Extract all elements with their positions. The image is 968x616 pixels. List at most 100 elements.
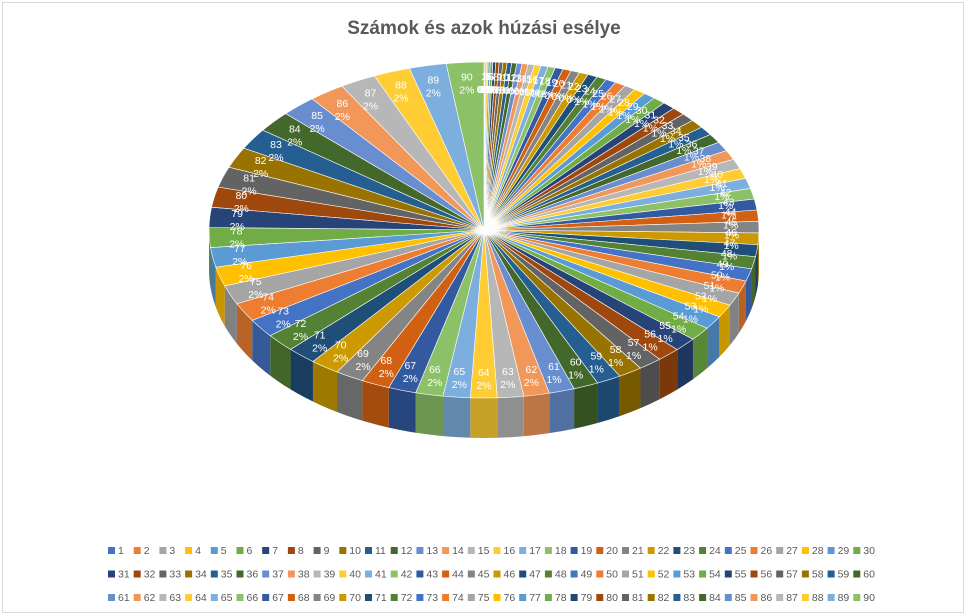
- legend-label: 64: [195, 592, 207, 604]
- legend-item-64: 64: [185, 592, 207, 604]
- legend-item-12: 12: [390, 545, 413, 557]
- legend-item-23: 23: [673, 545, 695, 557]
- data-label-percent: 1%: [668, 139, 683, 151]
- legend-item-77: 77: [519, 592, 541, 604]
- legend-label: 29: [838, 545, 850, 557]
- legend-item-26: 26: [750, 545, 772, 557]
- data-label-number: 25: [592, 88, 604, 100]
- legend-label: 4: [195, 545, 201, 557]
- pie-side-47: [755, 244, 758, 297]
- legend-swatch: [313, 547, 321, 554]
- data-label-percent: 0%: [566, 94, 581, 106]
- data-label-percent: 0%: [504, 85, 519, 97]
- legend-item-59: 59: [827, 569, 849, 581]
- legend-swatch: [544, 570, 552, 578]
- legend-item-65: 65: [210, 592, 233, 604]
- legend-item-80: 80: [596, 592, 618, 604]
- legend-swatch: [724, 547, 732, 554]
- data-label-percent: 1%: [718, 200, 733, 212]
- data-label-percent: 2%: [276, 318, 291, 330]
- legend-item-6: 6: [236, 545, 253, 557]
- data-label-percent: 0%: [544, 90, 559, 102]
- data-label-number: 46: [725, 227, 737, 239]
- legend-label: 31: [118, 569, 130, 581]
- legend-item-50: 50: [596, 569, 618, 581]
- legend-item-66: 66: [236, 592, 258, 604]
- legend-label: 3: [169, 545, 175, 557]
- data-label-percent: 0%: [481, 84, 496, 96]
- legend-swatch: [647, 547, 655, 554]
- data-label-percent: 1%: [709, 282, 724, 294]
- data-label-number: 83: [270, 139, 282, 151]
- data-label-percent: 2%: [234, 203, 249, 215]
- legend-swatch: [776, 594, 784, 601]
- legend-item-2: 2: [133, 545, 150, 557]
- data-label-percent: 1%: [582, 98, 597, 110]
- data-label-number: 56: [644, 329, 656, 341]
- legend-label: 70: [349, 592, 361, 604]
- data-label-percent: 0%: [495, 85, 510, 97]
- legend-label: 7: [272, 545, 278, 557]
- data-label-percent: 1%: [658, 333, 673, 345]
- legend-swatch: [750, 570, 758, 578]
- legend-item-52: 52: [647, 569, 670, 581]
- legend-label: 27: [786, 545, 798, 557]
- data-label-percent: 1%: [691, 159, 706, 171]
- legend-label: 32: [144, 569, 156, 581]
- legend-item-13: 13: [416, 545, 438, 557]
- pie-side-68: [362, 380, 389, 428]
- legend-label: 52: [658, 569, 670, 581]
- data-label-number: 55: [659, 320, 671, 332]
- legend-label: 40: [349, 569, 361, 581]
- data-label-percent: 1%: [574, 96, 589, 108]
- legend-item-79: 79: [570, 592, 592, 604]
- legend-swatch: [647, 570, 655, 578]
- data-label-percent: 1%: [676, 145, 691, 157]
- legend-swatch: [262, 547, 270, 554]
- data-label-percent: 2%: [355, 361, 370, 373]
- legend-swatch: [262, 570, 270, 578]
- legend-item-53: 53: [673, 569, 695, 581]
- data-label-number: 90: [461, 72, 473, 84]
- legend-swatch: [827, 570, 835, 578]
- legend-item-24: 24: [699, 545, 721, 557]
- pie-side-50: [738, 281, 746, 334]
- legend-swatch: [647, 594, 655, 601]
- legend-item-44: 44: [442, 569, 464, 581]
- legend-label: 65: [221, 592, 233, 604]
- legend-swatch: [622, 570, 629, 578]
- data-label-percent: 1%: [719, 261, 734, 273]
- legend-item-14: 14: [442, 545, 464, 557]
- legend-item-37: 37: [262, 569, 284, 581]
- legend-item-60: 60: [853, 569, 875, 581]
- legend-swatch: [853, 570, 861, 578]
- data-label-number: 43: [723, 197, 735, 209]
- legend-item-21: 21: [622, 545, 644, 557]
- data-label-percent: 0%: [508, 85, 523, 97]
- legend-label: 49: [581, 569, 593, 581]
- pie-side-61: [549, 388, 575, 434]
- data-label-percent: 0%: [499, 85, 514, 97]
- legend-swatch: [313, 570, 321, 578]
- pie-side-72: [270, 335, 291, 390]
- data-label-number: 10: [497, 72, 509, 84]
- data-label-number: 74: [262, 291, 274, 303]
- legend-label: 2: [144, 545, 150, 557]
- legend-item-58: 58: [801, 569, 824, 581]
- data-label-number: 9: [496, 71, 502, 83]
- legend-item-46: 46: [493, 569, 515, 581]
- legend-swatch: [801, 570, 809, 578]
- data-label-percent: 2%: [268, 152, 283, 164]
- data-labels: 10%20%30%40%50%60%70%80%90%100%110%120%1…: [229, 71, 739, 392]
- data-label-number: 14: [515, 73, 527, 85]
- pie-side-73: [252, 320, 271, 376]
- legend-swatch: [673, 594, 681, 601]
- data-label-number: 20: [553, 78, 565, 90]
- legend-item-71: 71: [365, 592, 387, 604]
- pie-side-56: [659, 349, 678, 400]
- legend-label: 55: [735, 569, 747, 581]
- legend-label: 38: [298, 569, 310, 581]
- legend-swatch: [185, 570, 193, 578]
- data-label-percent: 1%: [599, 104, 614, 116]
- data-label-number: 37: [693, 146, 705, 158]
